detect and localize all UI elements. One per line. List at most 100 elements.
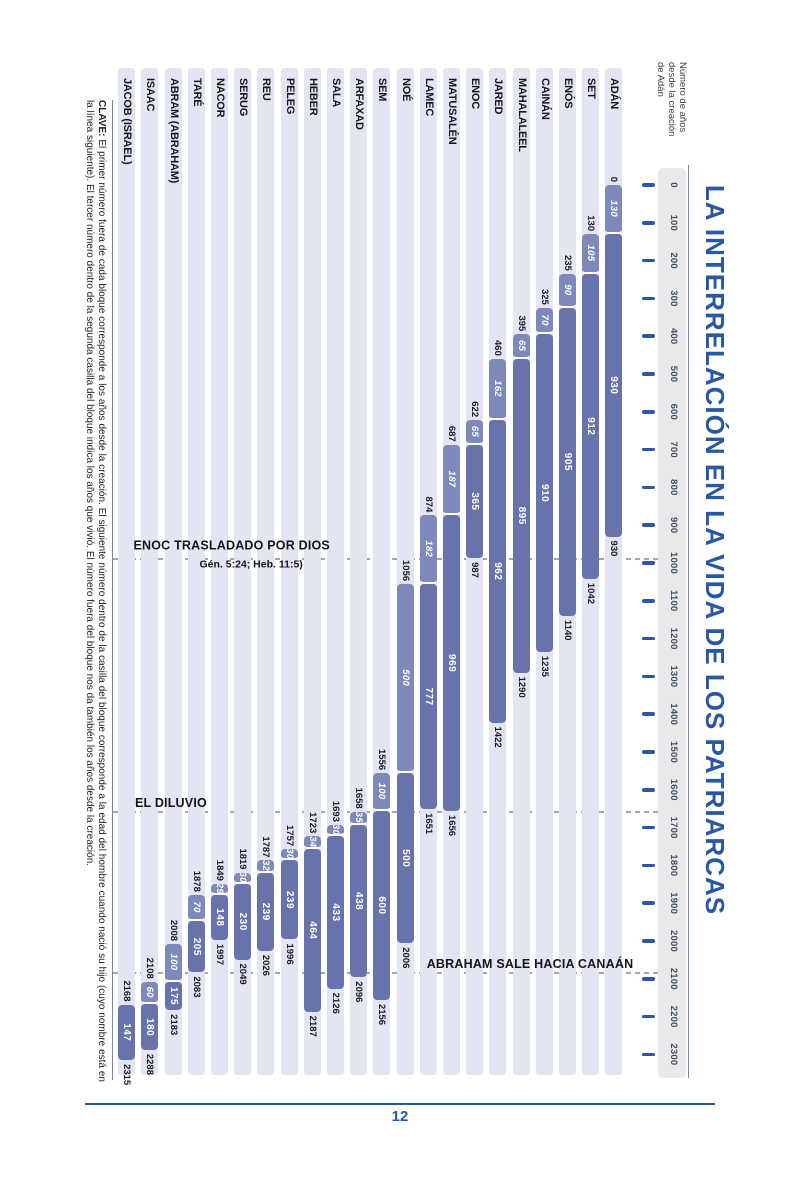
birth-year-label: 1723 — [306, 812, 318, 834]
years-lived-box: 148 — [211, 894, 229, 940]
age-at-sons-birth-box: 162 — [489, 358, 507, 421]
years-lived-value: 239 — [283, 890, 295, 910]
years-lived-value: 180 — [144, 1018, 156, 1037]
birth-year-label: 235 — [562, 254, 574, 271]
life-bar: 130 930 — [605, 185, 623, 537]
years-lived-box: 230 — [234, 883, 252, 960]
life-bar: 105 912 — [582, 234, 600, 579]
annotation-enoc-scripture: Gén. 5:24; Heb. 11:5) — [199, 558, 303, 571]
death-year-label: 2288 — [144, 1053, 156, 1075]
years-lived-value: 600 — [376, 896, 388, 915]
birth-year-label: 1658 — [353, 787, 365, 809]
age-at-sons-birth-value: 130 — [608, 200, 620, 217]
axis-tick — [642, 599, 655, 603]
birth-year-label: 1878 — [190, 870, 202, 892]
key-divider-line — [112, 100, 113, 1080]
years-lived-value: 239 — [260, 902, 272, 921]
axis-tick — [642, 750, 655, 754]
years-lived-value: 905 — [562, 452, 574, 471]
patriarch-name: JACOB (ISRAEL) — [121, 78, 134, 165]
years-lived-box: 600 — [373, 810, 391, 1000]
birth-year-label: 1056 — [399, 560, 411, 582]
axis-tick — [642, 485, 655, 490]
birth-year-label: 1787 — [260, 836, 272, 858]
age-at-sons-birth-box: 65 — [512, 334, 530, 359]
age-at-sons-birth-value: 29 — [214, 883, 226, 894]
patriarch-name: ENOC — [469, 78, 482, 109]
life-bar: 30 230 — [234, 872, 252, 960]
life-bar: 30 239 — [280, 849, 298, 940]
years-lived-value: 969 — [446, 654, 458, 673]
age-at-sons-birth-value: 30 — [283, 849, 295, 860]
birth-year-label: 687 — [446, 425, 458, 442]
patriarch-name: REU — [260, 78, 273, 101]
patriarch-row: SALA 1693 30 433 2126 — [327, 0, 345, 1100]
birth-year-label: 395 — [515, 315, 527, 332]
death-year-label: 1042 — [585, 582, 597, 605]
age-at-sons-birth-value: 90 — [562, 284, 574, 296]
years-lived-value: 175 — [167, 986, 179, 1006]
patriarch-name: LAMEC — [422, 78, 435, 117]
age-at-sons-birth-box: 182 — [419, 515, 437, 585]
patriarch-row: JARED 460 162 962 1422 — [489, 0, 507, 1100]
annotation-enoc-translated: ENOC TRASLADADO POR DIOS — [133, 538, 330, 553]
age-at-sons-birth-value: 100 — [376, 782, 388, 800]
chart-title: LA INTERRELACIÓN EN LA VIDA DE LOS PATRI… — [700, 184, 730, 916]
years-lived-value: 230 — [237, 912, 249, 931]
axis-tick — [642, 788, 655, 792]
life-bar: 100 175 — [164, 944, 182, 1011]
patriarch-name: NOÉ — [399, 78, 412, 102]
birth-year-label: 874 — [422, 496, 434, 513]
years-lived-value: 895 — [515, 506, 527, 525]
axis-tick — [642, 258, 655, 263]
years-lived-value: 464 — [306, 921, 318, 940]
age-at-sons-birth-value: 30 — [330, 824, 342, 836]
life-bar: 100 600 — [373, 773, 391, 1000]
years-lived-box: 205 — [187, 921, 205, 973]
years-lived-value: 910 — [538, 483, 550, 503]
death-year-label: 2049 — [237, 963, 249, 985]
key-text: El primer número fuera de cada bloque co… — [84, 100, 107, 1082]
years-lived-box: 500 — [396, 773, 414, 944]
birth-year-label: 1849 — [214, 859, 226, 881]
life-bar: 35 438 — [350, 811, 368, 978]
axis-tick — [642, 636, 655, 641]
years-lived-box: 912 — [582, 273, 600, 579]
axis-caption-line: desde la creación — [666, 62, 677, 137]
patriarch-name: SERUG — [237, 78, 250, 117]
years-lived-box: 438 — [350, 824, 368, 978]
patriarch-name: SET — [585, 78, 598, 99]
birth-year-label: 130 — [585, 215, 597, 232]
patriarch-name: JARED — [492, 78, 505, 115]
axis-tick — [642, 901, 655, 905]
age-at-sons-birth-box: 70 — [187, 894, 205, 922]
patriarch-row: CAINÁN 325 70 910 1235 — [535, 0, 553, 1100]
years-lived-value: 500 — [399, 849, 411, 868]
patriarch-name: MAHALALEEL — [515, 78, 528, 152]
patriarch-row: ADÁN 0 130 930 930 — [605, 0, 623, 1100]
life-bar: 70 910 — [535, 307, 553, 652]
age-at-sons-birth-box: 30 — [234, 872, 252, 884]
age-at-sons-birth-value: 65 — [469, 425, 481, 437]
years-lived-box: 910 — [535, 334, 553, 652]
patriarch-name: SALA — [330, 78, 343, 108]
years-lived-box: 464 — [303, 849, 321, 1012]
years-lived-box: 969 — [443, 515, 461, 811]
birth-year-label: 2108 — [144, 957, 156, 979]
age-at-sons-birth-value: 70 — [538, 314, 550, 326]
death-year-label: 1290 — [515, 676, 527, 698]
life-bar: 147 — [118, 1004, 136, 1061]
axis-tick — [642, 863, 655, 868]
death-year-label: 2083 — [190, 976, 202, 998]
age-at-sons-birth-value: 65 — [515, 339, 527, 352]
age-at-sons-birth-value: 60 — [144, 986, 156, 998]
life-bar: 90 905 — [559, 273, 577, 616]
page-number: 12 — [391, 1108, 409, 1125]
axis-caption-line: de Adán — [655, 62, 666, 97]
age-at-sons-birth-box: 60 — [141, 981, 159, 1005]
patriarch-name: TARÉ — [190, 78, 203, 107]
years-lived-value: 433 — [330, 903, 342, 922]
patriarch-name: CAINÁN — [538, 78, 551, 120]
life-bar: 65 895 — [512, 334, 530, 673]
age-at-sons-birth-box: 100 — [164, 944, 182, 982]
